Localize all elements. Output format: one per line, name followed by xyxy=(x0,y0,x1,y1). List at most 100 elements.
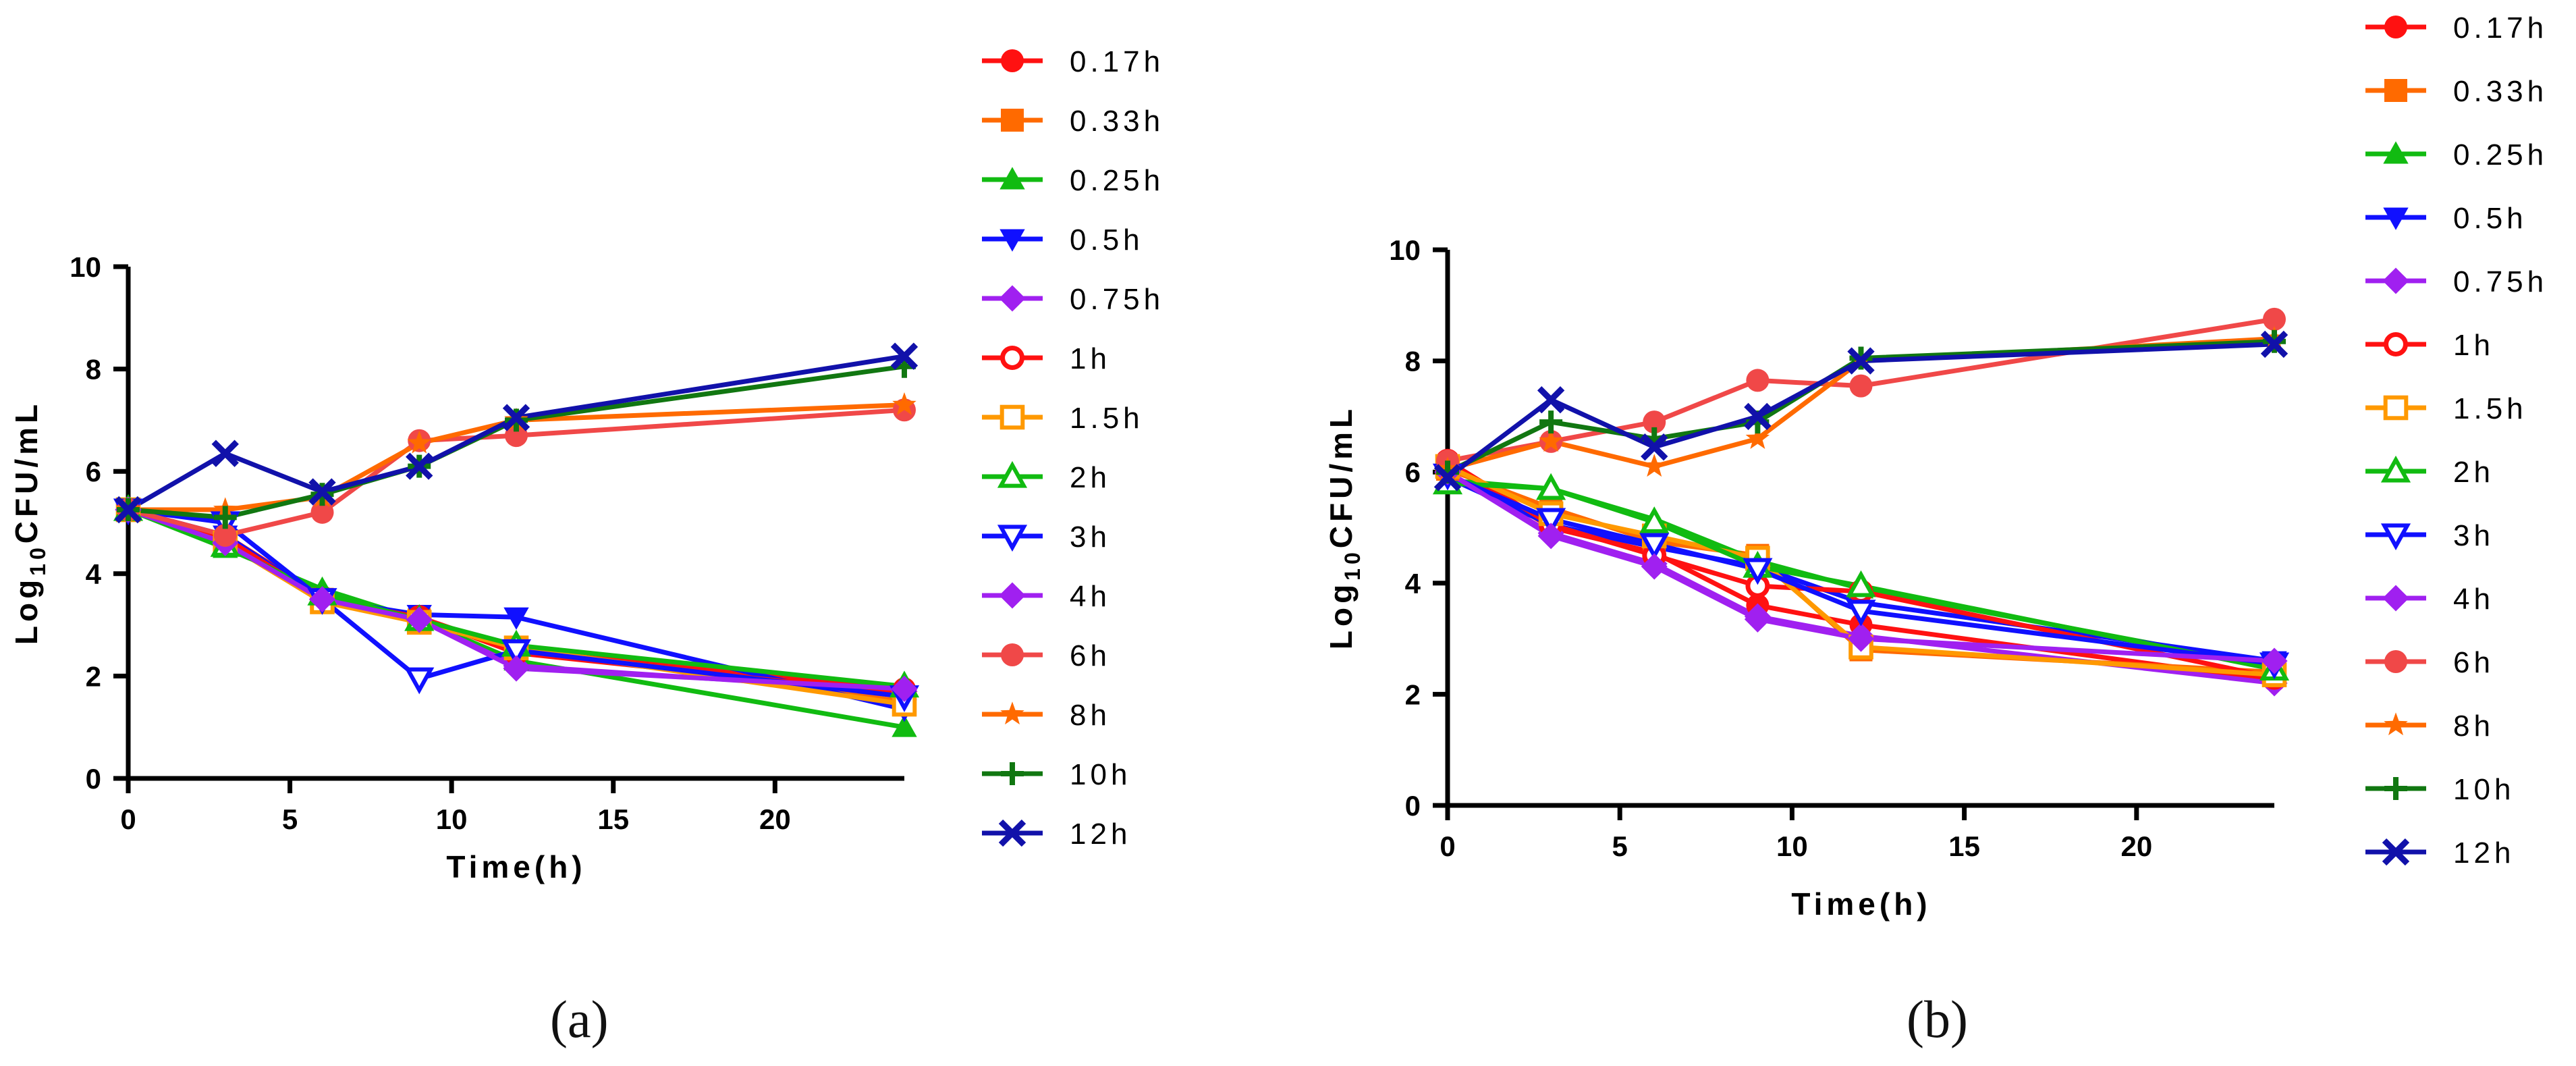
panel-label-b: (b) xyxy=(1907,990,1968,1048)
x-tick-label: 20 xyxy=(2120,830,2152,862)
y-axis-label-unit: CFU/mL xyxy=(1323,405,1359,548)
legend-item: 3h xyxy=(2365,519,2494,552)
legend-label: 4h xyxy=(2453,583,2494,616)
data-point xyxy=(1846,599,1876,627)
x-tick-label: 15 xyxy=(597,803,629,835)
series-4h xyxy=(127,507,905,691)
data-point xyxy=(1743,558,1773,585)
legend-item: 1.5h xyxy=(982,402,1140,435)
legend-marker xyxy=(2383,141,2409,164)
data-point xyxy=(501,639,532,666)
data-point xyxy=(1639,533,1670,560)
series-12h xyxy=(127,354,905,512)
legend-label: 8h xyxy=(2453,710,2494,743)
legend-label: 0.75h xyxy=(2453,265,2548,298)
legend-item: 0.75h xyxy=(982,283,1160,316)
legend-label: 6h xyxy=(2453,646,2494,679)
series-2h xyxy=(1447,481,2275,672)
y-tick-label: 10 xyxy=(1389,234,1421,266)
data-point xyxy=(1744,402,1772,431)
legend-marker xyxy=(999,229,1025,252)
legend-marker xyxy=(2382,267,2409,294)
data-point xyxy=(308,586,336,613)
data-point xyxy=(1639,506,1670,533)
legend-label: 0.25h xyxy=(2453,138,2548,171)
data-point xyxy=(1537,523,1564,550)
data-point xyxy=(211,439,239,467)
data-point xyxy=(1641,433,1668,461)
series-line xyxy=(128,507,905,699)
legend-marker xyxy=(998,819,1026,847)
legend-marker xyxy=(1000,346,1024,370)
x-axis-label: Time(h) xyxy=(1791,886,1931,922)
legend-item: 12h xyxy=(2365,836,2511,870)
data-point xyxy=(892,714,917,737)
legend-marker xyxy=(2384,16,2407,38)
legend-item: 3h xyxy=(982,521,1107,554)
legend-item: 0.5h xyxy=(982,223,1140,257)
legend-label: 12h xyxy=(1070,818,1131,851)
legend-marker xyxy=(997,525,1028,552)
y-axis-label-main: Log xyxy=(9,576,44,645)
legend-marker xyxy=(1001,643,1024,666)
series-line xyxy=(1446,464,2275,678)
data-point xyxy=(1539,429,1563,452)
series-line xyxy=(127,507,905,691)
legend-label: 0.17h xyxy=(1070,45,1164,78)
legend-item: 0.17h xyxy=(2365,11,2548,45)
legend-label: 0.25h xyxy=(1070,164,1164,197)
series-1.5h xyxy=(1446,464,2275,678)
legend-marker xyxy=(2383,207,2409,230)
y-axis-label: Log10CFU/mL xyxy=(9,400,50,645)
y-tick-label: 8 xyxy=(1405,346,1421,377)
legend-marker xyxy=(999,582,1026,609)
legend-marker xyxy=(999,167,1025,190)
y-tick-label: 6 xyxy=(1405,456,1421,488)
y-axis-label: Log10CFU/mL xyxy=(1323,405,1365,649)
legend-marker xyxy=(2384,650,2407,673)
y-axis-label-main: Log xyxy=(1323,581,1359,649)
data-point xyxy=(407,430,432,454)
series-8h xyxy=(128,402,905,512)
data-point xyxy=(505,424,528,448)
data-point xyxy=(213,506,237,529)
y-tick-label: 0 xyxy=(86,763,101,795)
legend-label: 10h xyxy=(2453,773,2515,806)
legend-marker xyxy=(2384,332,2408,356)
legend-label: 0.17h xyxy=(2453,11,2548,45)
series-3h xyxy=(1446,473,2275,666)
data-point xyxy=(308,478,336,506)
data-point xyxy=(114,496,142,524)
series-line xyxy=(1446,473,2275,666)
data-point xyxy=(406,606,433,633)
series-line xyxy=(127,354,905,512)
x-tick-label: 5 xyxy=(282,803,298,835)
legend-item: 4h xyxy=(2365,583,2494,616)
y-axis-label-subscript: 10 xyxy=(26,543,50,576)
legend-label: 4h xyxy=(1070,580,1111,613)
data-point xyxy=(503,607,529,630)
legend-item: 6h xyxy=(982,639,1107,672)
legend-label: 0.33h xyxy=(1070,105,1164,138)
data-point xyxy=(1536,473,1566,500)
legend-label: 1h xyxy=(1070,342,1111,375)
legend-label: 0.33h xyxy=(2453,75,2548,108)
y-tick-label: 8 xyxy=(86,354,101,385)
series-3h xyxy=(128,507,905,699)
legend-label: 3h xyxy=(2453,519,2494,552)
data-point xyxy=(1744,606,1771,633)
legend-item: 1h xyxy=(2365,329,2490,362)
legend-marker xyxy=(1001,49,1024,72)
series-line xyxy=(1447,481,2275,672)
data-point xyxy=(1642,454,1667,477)
legend-item: 0.75h xyxy=(2365,265,2548,298)
data-point xyxy=(1745,426,1770,449)
data-point xyxy=(1643,410,1666,434)
x-axis-label: Time(h) xyxy=(446,849,586,884)
y-tick-label: 10 xyxy=(70,251,101,283)
legend-marker xyxy=(1001,762,1024,785)
legend-item: 4h xyxy=(982,580,1111,613)
data-point xyxy=(213,523,237,547)
